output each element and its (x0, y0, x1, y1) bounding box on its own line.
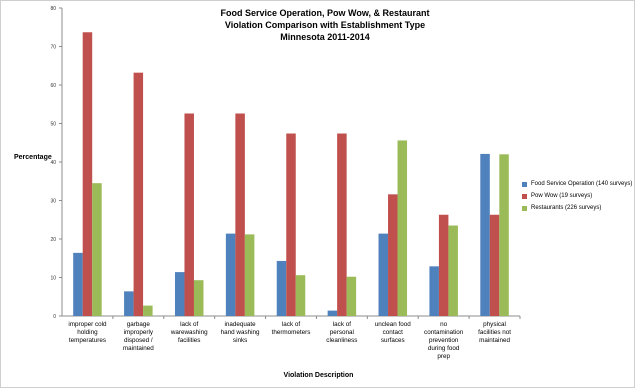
x-category-label: no contamination prevention during food prep (424, 321, 464, 360)
x-category-label-line: sinks (233, 337, 247, 344)
y-tick-label: 60 (50, 83, 56, 89)
x-category-label-line: lack of (180, 321, 198, 328)
x-category-label-line: lack of (333, 321, 351, 328)
y-tick-label: 10 (50, 276, 56, 282)
chart-bars (73, 32, 509, 317)
bar (225, 233, 236, 316)
bar (499, 154, 509, 316)
bar (438, 214, 449, 316)
legend-entry-food-service: Food Service Operation (140 surveys) (522, 178, 632, 190)
y-tick-label: 30 (50, 199, 56, 205)
x-category-label-line: maintained (123, 345, 154, 352)
chart-title-line-1: Food Service Operation, Pow Wow, & Resta… (220, 8, 430, 18)
x-category-label-line: physical (483, 321, 506, 328)
chart-legend: Food Service Operation (140 surveys) Pow… (522, 178, 632, 214)
x-axis-label: Violation Description (283, 372, 354, 379)
x-category-label-line: surfaces (381, 337, 405, 344)
x-category-label-line: garbage (127, 321, 151, 328)
x-category-label-line: holding (77, 329, 98, 336)
y-axis-label: Percentage (14, 154, 52, 161)
x-category-label: improper cold holding temperatures (68, 321, 107, 344)
bar (92, 183, 102, 316)
x-category-label-line: warewashing (170, 329, 208, 336)
bar (346, 276, 357, 316)
bar (174, 272, 185, 316)
x-category-label-line: inadequate (225, 321, 257, 328)
x-category-label-line: no (440, 321, 448, 328)
legend-swatch-restaurants (522, 205, 527, 211)
legend-label-food-service: Food Service Operation (140 surveys) (531, 181, 633, 187)
legend-entry-restaurants: Restaurants (226 surveys) (522, 202, 632, 214)
legend-label-pow-wow: Pow Wow (19 surveys) (531, 193, 593, 199)
bar (143, 305, 153, 316)
bar (184, 113, 194, 317)
bar (489, 214, 500, 316)
y-tick-label: 80 (50, 6, 56, 12)
bar (244, 234, 255, 316)
x-category-label-line: thermometers (272, 329, 311, 336)
legend-entry-pow-wow: Pow Wow (19 surveys) (522, 190, 632, 202)
x-category-label-line: during food (428, 345, 460, 352)
bar (337, 133, 347, 316)
x-category-label-line: contact (383, 329, 404, 336)
x-category-label-line: prep (437, 353, 450, 360)
x-category-label-line: temperatures (69, 337, 106, 344)
x-category-label-line: cleanliness (326, 337, 357, 344)
legend-label-restaurants: Restaurants (226 surveys) (531, 205, 602, 211)
legend-swatch-food-service (522, 181, 527, 187)
bar (73, 252, 83, 316)
y-tick-labels: 0 10 20 30 40 50 60 70 80 (50, 6, 56, 320)
x-category-label-line: facilities (178, 337, 200, 344)
bar (429, 266, 439, 316)
x-category-label-line: improperly (124, 329, 154, 336)
bar (378, 233, 389, 316)
chart-title-line-3: Minnesota 2011-2014 (280, 32, 370, 42)
bar (124, 291, 134, 316)
y-tick-label: 70 (50, 45, 56, 51)
y-tick-label: 20 (50, 237, 56, 243)
chart-title: Food Service Operation, Pow Wow, & Resta… (170, 7, 480, 43)
x-category-label: lack of warewashing facilities (170, 321, 208, 344)
bar (286, 133, 296, 316)
bar (388, 194, 398, 316)
x-category-label-line: facilities not (478, 329, 511, 336)
x-category-label-line: improper cold (68, 321, 107, 328)
x-category-label-line: unclean food (375, 321, 412, 328)
bar (276, 260, 287, 316)
x-category-label-line: maintained (479, 337, 510, 344)
x-category-label-line: contamination (424, 329, 464, 336)
x-category-label: garbage improperly disposed / maintained (123, 321, 154, 352)
legend-swatch-pow-wow (522, 193, 527, 199)
x-category-label-line: hand washing (221, 329, 260, 336)
x-category-label: physical facilities not maintained (478, 321, 511, 344)
y-tick-label: 40 (50, 160, 56, 166)
bar (397, 140, 408, 316)
x-category-label-line: lack of (282, 321, 300, 328)
y-tick-label: 0 (53, 314, 56, 320)
x-category-label: lack of personal cleanliness (326, 321, 357, 344)
x-category-label-line: prevention (429, 337, 459, 344)
bar (295, 275, 306, 316)
x-category-label: inadequate hand washing sinks (221, 321, 260, 344)
bar (235, 113, 245, 317)
chart-title-line-2: Violation Comparison with Establishment … (224, 20, 426, 30)
x-category-label: lack of thermometers (272, 321, 311, 336)
bar (448, 225, 458, 316)
x-category-label-line: disposed / (124, 337, 153, 344)
bar (82, 32, 93, 316)
bar (133, 72, 144, 317)
x-category-label-line: personal (330, 329, 354, 336)
bar (327, 310, 338, 316)
y-tick-label: 50 (50, 122, 56, 128)
bar (480, 153, 490, 316)
x-category-label: unclean food contact surfaces (375, 321, 412, 344)
bar (193, 280, 204, 316)
